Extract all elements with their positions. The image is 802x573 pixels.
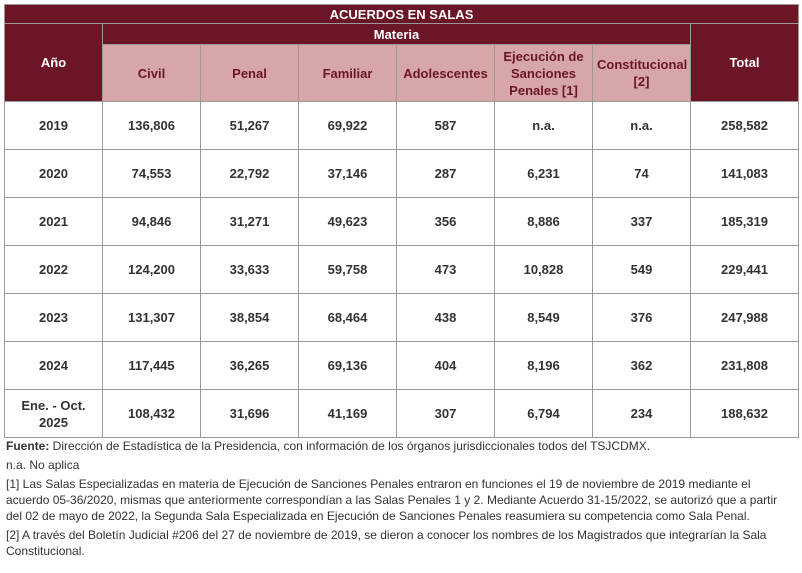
value-cell: 68,464 <box>298 293 397 342</box>
value-cell: 31,271 <box>200 197 299 246</box>
value-cell: 438 <box>396 293 495 342</box>
value-cell: 49,623 <box>298 197 397 246</box>
value-cell: 38,854 <box>200 293 299 342</box>
year-cell: Ene. - Oct. 2025 <box>4 389 103 438</box>
column-header-familiar: Familiar <box>298 44 397 102</box>
table-row: Ene. - Oct. 2025 108,432 31,696 41,169 307 6,… <box>4 389 799 438</box>
source-note: Fuente: Dirección de Estadística de la P… <box>6 438 796 454</box>
year-header: Año <box>4 23 103 102</box>
year-cell: 2019 <box>4 101 103 150</box>
value-cell: 376 <box>592 293 691 342</box>
na-note: n.a. No aplica <box>6 458 80 472</box>
year-cell: 2023 <box>4 293 103 342</box>
value-cell: 117,445 <box>102 341 201 390</box>
value-cell: 69,922 <box>298 101 397 150</box>
value-cell: 362 <box>592 341 691 390</box>
year-cell: 2022 <box>4 245 103 294</box>
table-row: 2019 136,806 51,267 69,922 587 n.a. n.a. 258,58… <box>4 101 799 150</box>
materia-header: Materia <box>102 23 691 45</box>
value-cell: 131,307 <box>102 293 201 342</box>
table-row: 2021 94,846 31,271 49,623 356 8,886 337 185,319 <box>4 197 799 246</box>
value-cell: 74,553 <box>102 149 201 198</box>
column-header-constitucional: Constitucional [2] <box>592 44 691 102</box>
column-header-ejecucion: Ejecución de Sanciones Penales [1] <box>494 44 593 102</box>
total-cell: 141,083 <box>690 149 799 198</box>
value-cell: 356 <box>396 197 495 246</box>
value-cell: 6,231 <box>494 149 593 198</box>
value-cell: 234 <box>592 389 691 438</box>
column-header-adolescentes: Adolescentes <box>396 44 495 102</box>
year-cell: 2021 <box>4 197 103 246</box>
table-title: ACUERDOS EN SALAS <box>4 4 799 24</box>
footnotes: Fuente: Dirección de Estadística de la P… <box>6 438 796 562</box>
footnote-2: [2] A través del Boletín Judicial #206 d… <box>6 528 767 558</box>
total-cell: 185,319 <box>690 197 799 246</box>
value-cell: 31,696 <box>200 389 299 438</box>
table-row: 2023 131,307 38,854 68,464 438 8,549 376 247,98… <box>4 293 799 342</box>
value-cell: 8,196 <box>494 341 593 390</box>
value-cell: 287 <box>396 149 495 198</box>
column-header-penal: Penal <box>200 44 299 102</box>
year-cell: 2020 <box>4 149 103 198</box>
value-cell: 549 <box>592 245 691 294</box>
value-cell: 404 <box>396 341 495 390</box>
column-header-civil: Civil <box>102 44 201 102</box>
year-cell: 2024 <box>4 341 103 390</box>
value-cell: 8,886 <box>494 197 593 246</box>
table-row: 2022 124,200 33,633 59,758 473 10,828 549 229,4… <box>4 245 799 294</box>
value-cell: 337 <box>592 197 691 246</box>
value-cell: 8,549 <box>494 293 593 342</box>
value-cell: 587 <box>396 101 495 150</box>
value-cell: 36,265 <box>200 341 299 390</box>
value-cell: 6,794 <box>494 389 593 438</box>
value-cell: 59,758 <box>298 245 397 294</box>
value-cell: 307 <box>396 389 495 438</box>
total-cell: 258,582 <box>690 101 799 150</box>
value-cell: 136,806 <box>102 101 201 150</box>
value-cell: 37,146 <box>298 149 397 198</box>
value-cell: 124,200 <box>102 245 201 294</box>
value-cell: 51,267 <box>200 101 299 150</box>
total-cell: 247,988 <box>690 293 799 342</box>
table-row: 2020 74,553 22,792 37,146 287 6,231 74 141,083 <box>4 149 799 198</box>
table-row: 2024 117,445 36,265 69,136 404 8,196 362 231,80… <box>4 341 799 390</box>
total-header: Total <box>690 23 799 102</box>
agreements-table: ACUERDOS EN SALAS Año Materia Total Civi… <box>4 4 799 438</box>
value-cell: 10,828 <box>494 245 593 294</box>
value-cell: 33,633 <box>200 245 299 294</box>
footnote-1: [1] Las Salas Especializadas en materia … <box>6 477 778 523</box>
source-label: Fuente: <box>6 439 50 453</box>
total-cell: 188,632 <box>690 389 799 438</box>
value-cell: 108,432 <box>102 389 201 438</box>
value-cell: 22,792 <box>200 149 299 198</box>
total-cell: 229,441 <box>690 245 799 294</box>
value-cell: n.a. <box>592 101 691 150</box>
value-cell: 69,136 <box>298 341 397 390</box>
value-cell: 473 <box>396 245 495 294</box>
value-cell: 41,169 <box>298 389 397 438</box>
source-text: Dirección de Estadística de la Presidenc… <box>49 439 651 453</box>
total-cell: 231,808 <box>690 341 799 390</box>
value-cell: n.a. <box>494 101 593 150</box>
value-cell: 74 <box>592 149 691 198</box>
value-cell: 94,846 <box>102 197 201 246</box>
